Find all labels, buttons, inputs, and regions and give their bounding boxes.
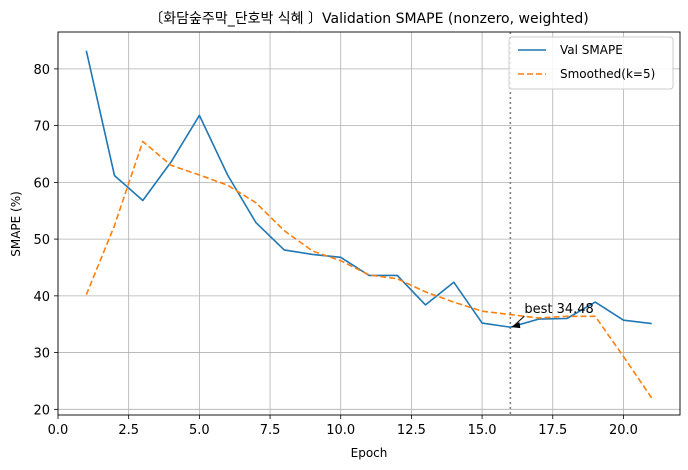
- x-tick-label: 15.0: [468, 423, 497, 438]
- plot-frame: [57, 31, 681, 416]
- axis-ticks: 0.0 2.5 5.0 7.5 10.0 12.5 15.0 17.5 20.0 20 30 40 50…: [33, 63, 637, 438]
- legend: Val SMAPE Smoothed(k=5): [508, 36, 674, 90]
- y-tick-label: 70: [33, 120, 50, 135]
- y-tick-label: 60: [33, 176, 50, 191]
- x-tick-label: 12.5: [397, 423, 426, 438]
- y-tick-label: 20: [33, 403, 50, 418]
- y-tick-label: 30: [33, 347, 50, 362]
- x-tick-label: 0.0: [48, 423, 69, 438]
- x-tick-label: 2.5: [118, 423, 139, 438]
- x-tick-label: 7.5: [260, 423, 281, 438]
- legend-label-smoothed: Smoothed(k=5): [560, 67, 655, 81]
- best-annotation: best 34.48: [511, 302, 594, 329]
- x-tick-label: 10.0: [326, 423, 355, 438]
- annotation-text: best 34.48: [524, 302, 593, 317]
- x-tick-label: 17.5: [538, 423, 567, 438]
- x-axis-label: Epoch: [351, 446, 388, 460]
- series-line-0: [85, 50, 652, 329]
- legend-box: [508, 36, 674, 90]
- x-tick-label: 20.0: [609, 423, 638, 438]
- series-lines: [85, 50, 653, 399]
- y-tick-label: 80: [33, 63, 50, 78]
- x-tick-label: 5.0: [189, 423, 210, 438]
- y-tick-label: 40: [33, 290, 50, 305]
- grid: [57, 32, 680, 415]
- legend-label-val-smape: Val SMAPE: [560, 43, 623, 57]
- annotation-arrowhead: [511, 322, 521, 329]
- chart-title: 〔화담숲주막_단호박 식혜 〕Validation SMAPE (nonzero…: [149, 11, 588, 27]
- y-axis-label: SMAPE (%): [9, 191, 23, 257]
- series-line-1: [85, 140, 653, 399]
- y-tick-label: 50: [33, 233, 50, 248]
